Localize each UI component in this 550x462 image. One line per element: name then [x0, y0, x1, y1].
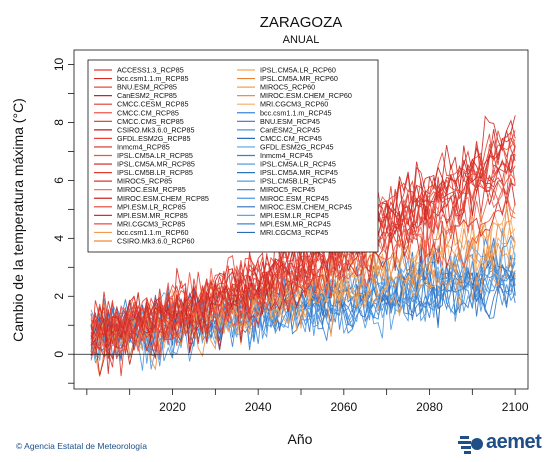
plot-area: 0 2 4 6 8 10 2020 2040 2060 2080 2100 ACCESS1.3_RCP…	[52, 49, 529, 414]
series-line-ipsl-cm5a-lr-rcp85	[90, 196, 516, 360]
legend-label: IPSL.CM5B.LR_RCP45	[260, 177, 336, 186]
x-tick-label: 2040	[245, 400, 272, 414]
legend-label: GFDL.ESM2G_RCP45	[260, 142, 334, 151]
legend-label: MRI.CGCM3_RCP60	[260, 100, 328, 109]
series-line-miroc-esm-rcp45	[90, 273, 516, 371]
legend-label: MPI.ESM.MR_RCP85	[117, 211, 188, 220]
y-axis-label: Cambio de la temperatura máxima (°C)	[10, 98, 26, 342]
chart-title: ZARAGOZA	[260, 14, 343, 31]
aemet-logo-icon	[458, 436, 483, 454]
legend-label: BNU.ESM_RCP85	[117, 83, 177, 92]
y-tick-label: 2	[52, 293, 66, 300]
legend-label: IPSL.CM5B.LR_RCP85	[117, 168, 193, 177]
series-line-miroc5-rcp85	[90, 158, 516, 377]
legend-label: MIROC.ESM.CHEM_RCP60	[260, 91, 352, 100]
legend-label: ACCESS1.3_RCP85	[117, 66, 184, 75]
y-tick-label: 8	[52, 119, 66, 126]
legend-label: BNU.ESM_RCP45	[260, 117, 320, 126]
y-tick-label: 0	[52, 351, 66, 358]
legend-label: Inmcm4_RCP45	[260, 151, 313, 160]
series-lines	[90, 115, 516, 377]
legend-label: MIROC.ESM.CHEM_RCP85	[117, 194, 209, 203]
x-tick-label: 2100	[502, 400, 529, 414]
legend-label: GFDL.ESM2G_RCP85	[117, 134, 191, 143]
legend-label: IPSL.CM5A.LR_RCP60	[260, 66, 336, 75]
brand-name: aemet	[486, 431, 542, 453]
x-tick-label: 2060	[330, 400, 357, 414]
legend-label: MPI.ESM.MR_RCP45	[260, 219, 331, 228]
legend-label: CMCC.CMS_RCP85	[117, 117, 184, 126]
legend-label: MIROC5_RCP45	[260, 185, 315, 194]
legend-label: IPSL.CM5A.LR_RCP85	[117, 151, 193, 160]
y-tick-label: 4	[52, 235, 66, 242]
legend-label: Inmcm4_RCP85	[117, 142, 170, 151]
legend-label: bcc.csm1.1.m_RCP45	[260, 108, 332, 117]
legend-label: CSIRO.Mk3.6.0_RCP60	[117, 237, 195, 246]
x-tick-label: 2080	[416, 400, 443, 414]
series-line-ipsl-cm5a-mr-rcp85	[90, 115, 516, 359]
legend-label: IPSL.CM5A.MR_RCP60	[260, 74, 338, 83]
legend-label: MPI.ESM.LR_RCP85	[117, 202, 186, 211]
legend-label: MRI.CGCM3_RCP85	[117, 219, 185, 228]
y-tick-label: 10	[52, 57, 66, 71]
legend-label: MIROC.ESM_RCP85	[117, 185, 186, 194]
legend-label: CMCC.CM_RCP45	[260, 134, 322, 143]
legend: ACCESS1.3_RCP85bcc.csm1.1.m_RCP85BNU.ESM…	[87, 59, 379, 253]
legend-label: bcc.csm1.1.m_RCP85	[117, 74, 189, 83]
legend-label: IPSL.CM5A.MR_RCP85	[117, 160, 195, 169]
legend-label: CMCC.CESM_RCP85	[117, 100, 189, 109]
x-tick-label: 2020	[159, 400, 186, 414]
legend-label: MIROC.ESM.CHEM_RCP45	[260, 202, 352, 211]
legend-label: IPSL.CM5A.MR_RCP45	[260, 168, 338, 177]
legend-box	[87, 59, 379, 253]
legend-label: bcc.csm1.1.m_RCP60	[117, 228, 189, 237]
legend-label: CSIRO.Mk3.6.0_RCP85	[117, 125, 195, 134]
legend-label: MPI.ESM.LR_RCP45	[260, 211, 329, 220]
legend-label: MIROC.ESM_RCP45	[260, 194, 329, 203]
series-line-csiro-mk3-6-0-rcp85	[90, 174, 516, 376]
series-line-miroc-esm-chem-rcp85	[90, 115, 516, 374]
x-axis-label: Año	[288, 431, 313, 447]
legend-label: MRI.CGCM3_RCP45	[260, 228, 328, 237]
chart-subtitle: ANUAL	[283, 34, 320, 46]
series-line-canesm2-rcp85	[90, 178, 516, 361]
legend-label: MIROC5_RCP60	[260, 83, 315, 92]
series-line-mri-cgcm3-rcp85	[90, 154, 516, 361]
legend-label: MIROC5_RCP85	[117, 177, 172, 186]
legend-label: CMCC.CM_RCP85	[117, 108, 179, 117]
legend-label: CanESM2_RCP45	[260, 125, 320, 134]
legend-label: CanESM2_RCP85	[117, 91, 177, 100]
y-tick-label: 6	[52, 177, 66, 184]
credit-text: © Agencia Estatal de Meteorología	[16, 441, 148, 451]
legend-label: IPSL.CM5A.LR_RCP45	[260, 160, 336, 169]
